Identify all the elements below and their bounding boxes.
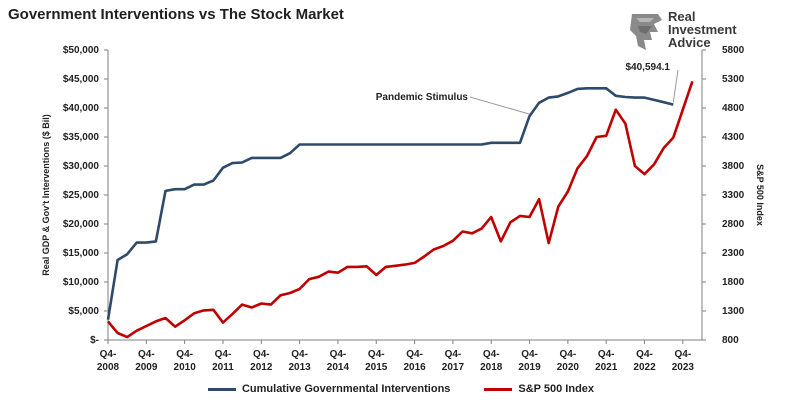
annotation-last-value: $40,594.1	[626, 62, 671, 73]
x-tick-label-quarter: Q4-	[176, 349, 193, 360]
x-tick-label-year: 2013	[288, 362, 311, 373]
y-right-tick-label: 2300	[722, 248, 745, 259]
y-left-tick-label: $5,000	[68, 306, 99, 317]
y-left-tick-label: $15,000	[63, 248, 100, 259]
y-left-tick-label: $25,000	[63, 190, 100, 201]
x-tick-label-quarter: Q4-	[368, 349, 385, 360]
x-tick-label-quarter: Q4-	[291, 349, 308, 360]
logo-line-1: Real	[668, 9, 696, 24]
chart-title: Government Interventions vs The Stock Ma…	[8, 6, 344, 23]
x-tick-label-year: 2017	[442, 362, 465, 373]
y-left-tick-label: $10,000	[63, 277, 100, 288]
logo-line-3: Advice	[668, 35, 711, 50]
y-left-tick-label: $40,000	[63, 103, 100, 114]
y-left-tick-label: $45,000	[63, 74, 100, 85]
y-right-tick-label: 4300	[722, 132, 745, 143]
y-left-tick-label: $20,000	[63, 219, 100, 230]
y-right-tick-label: 4800	[722, 103, 745, 114]
y-left-tick-label: $50,000	[63, 45, 100, 56]
x-tick-label-quarter: Q4-	[483, 349, 500, 360]
x-tick-label-year: 2016	[403, 362, 426, 373]
logo-line-2: Investment	[668, 22, 737, 37]
annotation-leader-last-value	[672, 69, 679, 103]
legend-item-sp500: S&P 500 Index	[484, 383, 594, 395]
annotation-pandemic-stimulus: Pandemic Stimulus	[376, 92, 469, 103]
x-tick-label-year: 2010	[174, 362, 197, 373]
y-left-tick-label: $30,000	[63, 161, 100, 172]
legend-label-sp500: S&P 500 Index	[518, 383, 595, 395]
y-right-tick-label: 2800	[722, 219, 745, 230]
y-left-tick-label: $-	[90, 335, 99, 346]
series-group	[106, 80, 694, 339]
x-tick-label-year: 2011	[212, 362, 234, 373]
x-tick-label-year: 2018	[480, 362, 503, 373]
y-right-tick-label: 5800	[722, 45, 745, 56]
x-tick-label-year: 2014	[327, 362, 350, 373]
axes: $50,000 $45,000 $40,000 $35,000 $30,000 $25,0…	[63, 45, 745, 373]
y-right-tick-label: 800	[722, 335, 739, 346]
annotations: Pandemic Stimulus $40,594.1	[376, 62, 679, 115]
y-axis-left-label: Real GDP & Gov't Interventions ($ Bil)	[41, 114, 51, 276]
x-tick-label-year: 2015	[365, 362, 388, 373]
x-tick-label-quarter: Q4-	[675, 349, 692, 360]
y-right-tick-label: 5300	[722, 74, 745, 85]
logo-text: Real Investment Advice	[668, 10, 737, 49]
legend-label-interventions: Cumulative Governmental Interventions	[241, 383, 451, 395]
y-right-tick-label: 1800	[722, 277, 745, 288]
annotation-leader-pandemic	[469, 96, 530, 115]
x-tick-label-year: 2019	[518, 362, 541, 373]
legend: Cumulative Governmental Interventions S&…	[0, 383, 802, 395]
x-tick-label-year: 2023	[672, 362, 695, 373]
y-left-tick-label: $35,000	[63, 132, 100, 143]
y-right-tick-label: 3800	[722, 161, 745, 172]
legend-swatch-interventions	[207, 387, 236, 391]
y-right-tick-label: 1300	[722, 306, 745, 317]
logo: Real Investment Advice	[628, 10, 778, 60]
x-tick-label-quarter: Q4-	[253, 349, 270, 360]
series-line-sp500	[106, 80, 694, 339]
x-tick-label-year: 2021	[595, 362, 618, 373]
x-tick-label-quarter: Q4-	[330, 349, 347, 360]
x-tick-label-quarter: Q4-	[215, 349, 232, 360]
x-tick-label-quarter: Q4-	[560, 349, 577, 360]
x-tick-label-quarter: Q4-	[521, 349, 538, 360]
x-tick-label-quarter: Q4-	[598, 349, 615, 360]
x-tick-label-year: 2008	[97, 362, 120, 373]
series-line-interventions	[106, 87, 674, 320]
x-tick-label-quarter: Q4-	[100, 349, 117, 360]
x-tick-label-year: 2009	[135, 362, 158, 373]
x-tick-label-year: 2022	[633, 362, 656, 373]
x-tick-label-year: 2020	[557, 362, 580, 373]
x-tick-label-year: 2012	[250, 362, 273, 373]
x-tick-label-quarter: Q4-	[138, 349, 155, 360]
x-tick-label-quarter: Q4-	[445, 349, 462, 360]
x-tick-label-quarter: Q4-	[406, 349, 423, 360]
x-tick-label-quarter: Q4-	[636, 349, 653, 360]
legend-item-interventions: Cumulative Governmental Interventions	[207, 383, 451, 395]
eagle-logo-icon	[630, 14, 662, 50]
y-right-tick-label: 3300	[722, 190, 745, 201]
y-axis-right-label: S&P 500 Index	[755, 164, 765, 226]
legend-swatch-sp500	[484, 387, 513, 391]
